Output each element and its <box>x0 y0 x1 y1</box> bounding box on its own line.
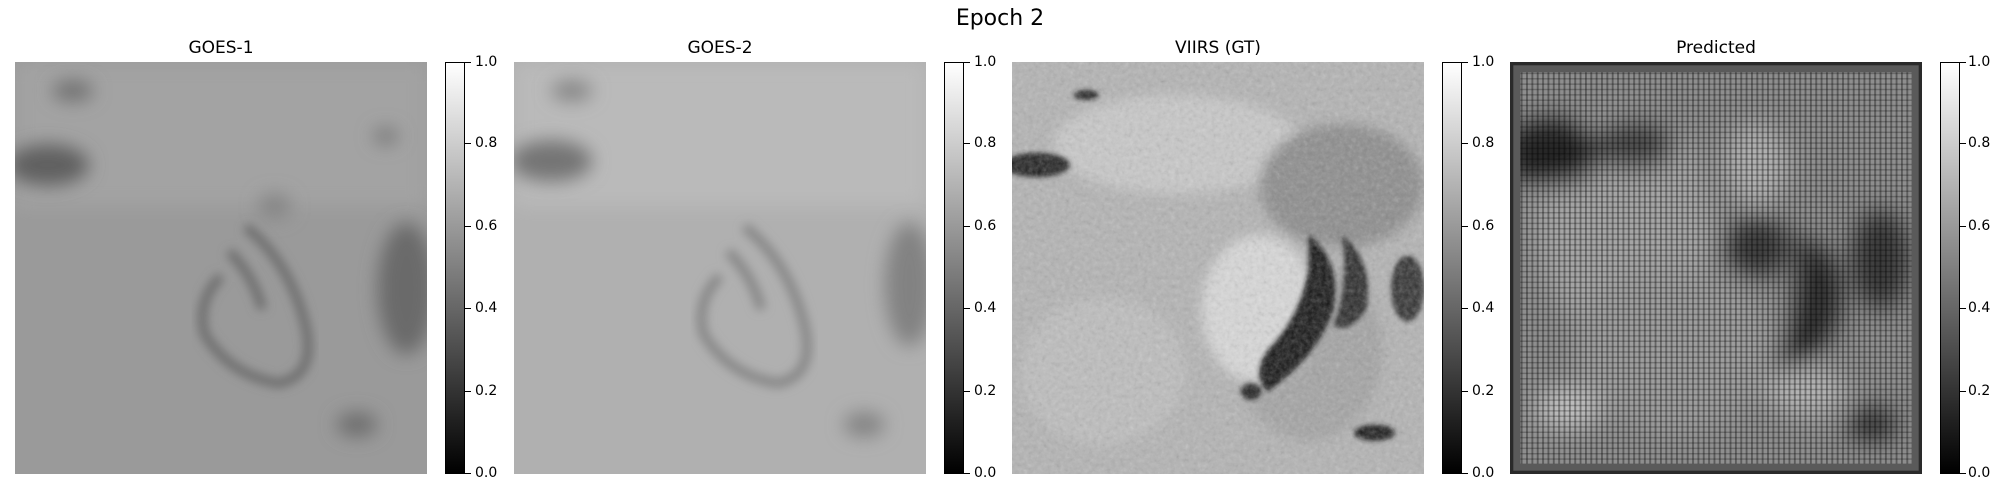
predicted-colorbar <box>1940 62 1960 474</box>
panel-title-goes2: GOES-2 <box>687 38 753 58</box>
goes2-colorbar <box>944 62 964 474</box>
figure-title: Epoch 2 <box>955 6 1045 31</box>
goes1-satellite-image <box>15 62 427 474</box>
panel-title-predicted: Predicted <box>1676 38 1756 58</box>
viirs-ground-truth-image <box>1012 62 1424 474</box>
goes2-satellite-image <box>514 62 926 474</box>
viirs-colorbar <box>1442 62 1462 474</box>
predicted-image <box>1510 62 1922 474</box>
panel-title-viirs: VIIRS (GT) <box>1175 38 1261 58</box>
goes1-colorbar <box>445 62 465 474</box>
panel-title-goes1: GOES-1 <box>188 38 254 58</box>
